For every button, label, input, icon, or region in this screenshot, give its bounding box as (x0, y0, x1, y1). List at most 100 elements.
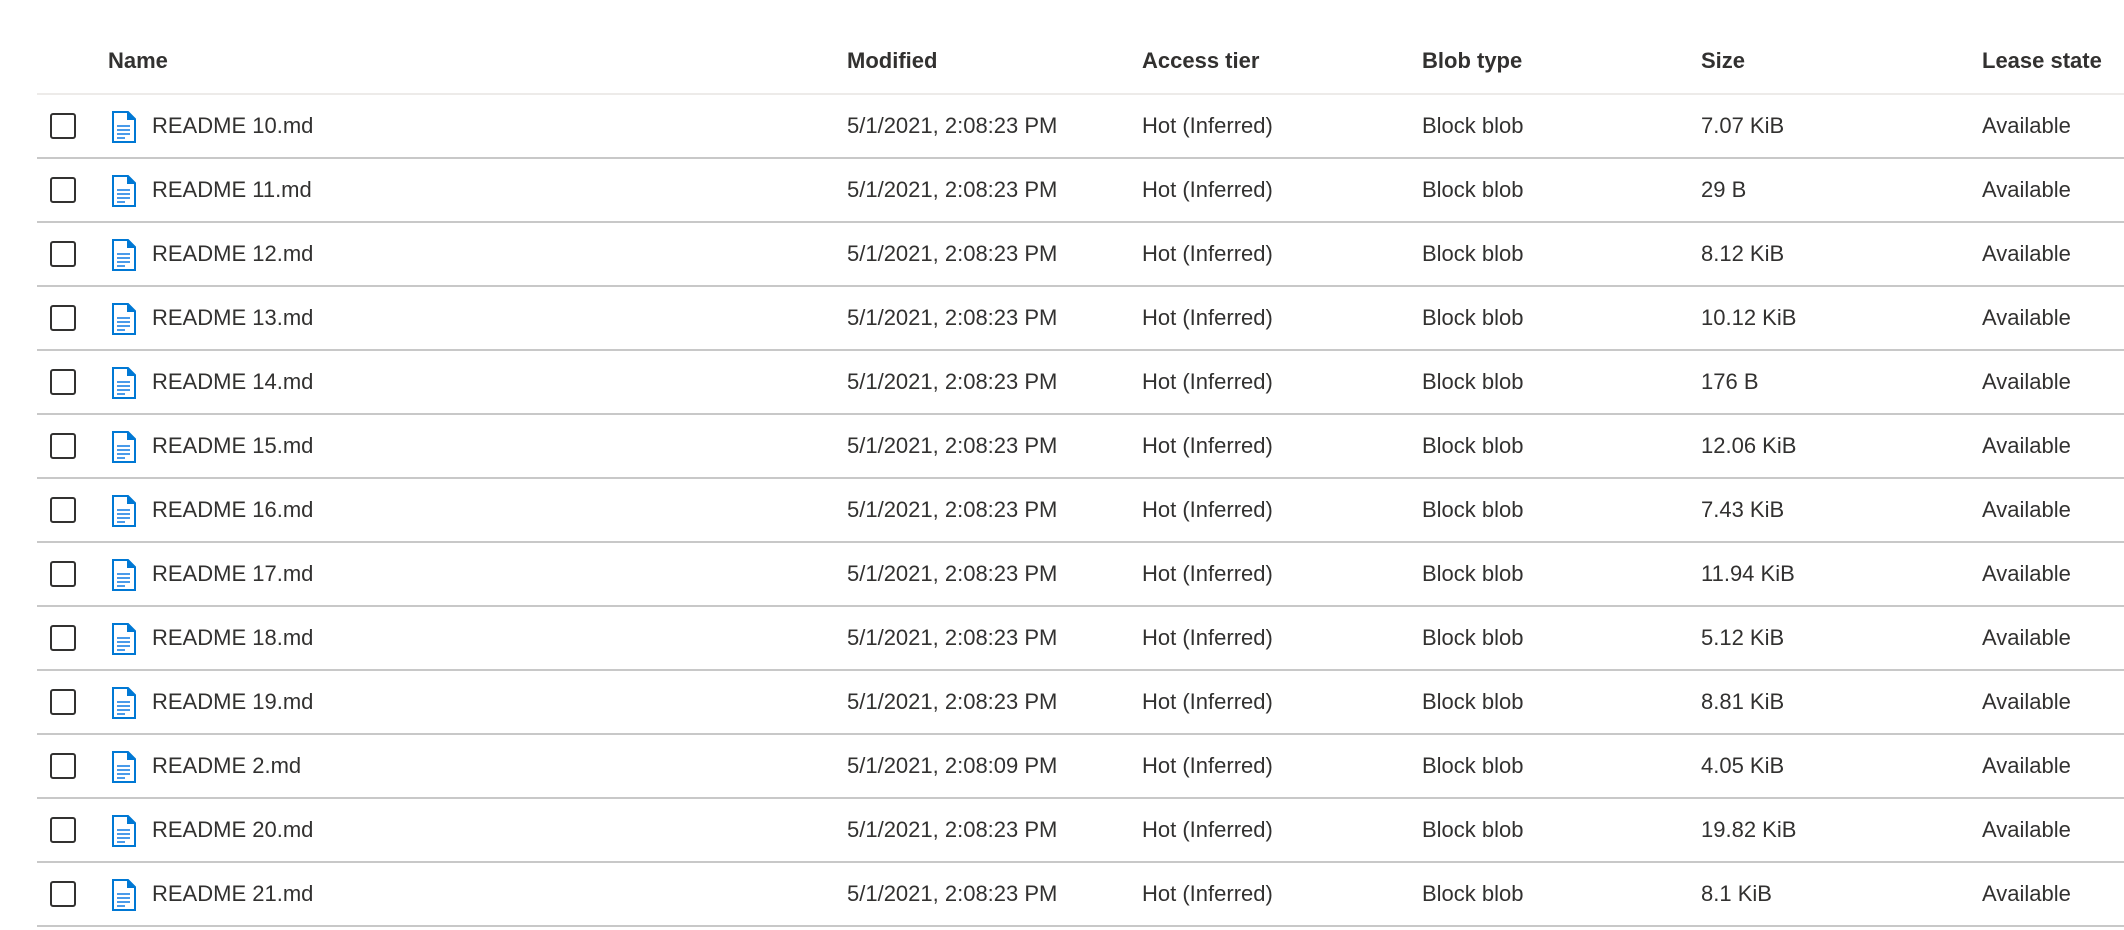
blob-name-link[interactable]: README 17.md (152, 561, 314, 586)
file-document-icon (111, 239, 137, 271)
blob-name-link[interactable]: README 11.md (152, 177, 312, 202)
lease-state-cell: Available (1982, 433, 2071, 458)
blob-type-cell: Block blob (1422, 433, 1524, 458)
lease-state-cell: Available (1982, 113, 2071, 138)
lease-state-cell: Available (1982, 561, 2071, 586)
modified-cell: 5/1/2021, 2:08:23 PM (847, 881, 1058, 906)
table-row[interactable]: README 13.md 5/1/2021, 2:08:23 PM Hot (Inf… (37, 287, 2124, 351)
modified-cell: 5/1/2021, 2:08:23 PM (847, 817, 1058, 842)
file-document-icon (111, 431, 137, 463)
row-checkbox[interactable] (50, 817, 76, 843)
row-checkbox[interactable] (50, 305, 76, 331)
size-cell: 4.05 KiB (1701, 753, 1785, 778)
blob-name-link[interactable]: README 10.md (152, 113, 314, 138)
table-row[interactable]: README 11.md 5/1/2021, 2:08:23 PM Hot (Inf… (37, 159, 2124, 223)
modified-cell: 5/1/2021, 2:08:23 PM (847, 689, 1058, 714)
table-row[interactable]: README 14.md 5/1/2021, 2:08:23 PM Hot (Inf… (37, 351, 2124, 415)
row-checkbox[interactable] (50, 881, 76, 907)
access-tier-cell: Hot (Inferred) (1142, 497, 1273, 522)
row-checkbox[interactable] (50, 753, 76, 779)
blob-name-link[interactable]: README 15.md (152, 433, 314, 458)
blob-type-cell: Block blob (1422, 753, 1524, 778)
row-checkbox[interactable] (50, 689, 76, 715)
table-body: README 10.md 5/1/2021, 2:08:23 PM Hot (Inf… (37, 95, 2124, 927)
modified-cell: 5/1/2021, 2:08:23 PM (847, 369, 1058, 394)
column-header-size[interactable]: Size (1701, 47, 1746, 73)
table-row[interactable]: README 19.md 5/1/2021, 2:08:23 PM Hot (Inf… (37, 671, 2124, 735)
file-document-icon (111, 879, 137, 911)
column-header-lease-state[interactable]: Lease state (1982, 47, 2102, 73)
lease-state-cell: Available (1982, 817, 2071, 842)
lease-state-cell: Available (1982, 881, 2071, 906)
table-row[interactable]: README 20.md 5/1/2021, 2:08:23 PM Hot (Inf… (37, 799, 2124, 863)
blob-type-cell: Block blob (1422, 113, 1524, 138)
access-tier-cell: Hot (Inferred) (1142, 305, 1273, 330)
blob-list-table: Name Modified Access tier Blob type Size… (37, 0, 2124, 927)
access-tier-cell: Hot (Inferred) (1142, 753, 1273, 778)
table-header: Name Modified Access tier Blob type Size… (37, 0, 2124, 95)
lease-state-cell: Available (1982, 753, 2071, 778)
table-row[interactable]: README 15.md 5/1/2021, 2:08:23 PM Hot (Inf… (37, 415, 2124, 479)
lease-state-cell: Available (1982, 177, 2071, 202)
column-header-name[interactable]: Name (108, 47, 168, 73)
blob-name-link[interactable]: README 16.md (152, 497, 314, 522)
access-tier-cell: Hot (Inferred) (1142, 113, 1273, 138)
lease-state-cell: Available (1982, 241, 2071, 266)
file-document-icon (111, 559, 137, 591)
table-row[interactable]: README 18.md 5/1/2021, 2:08:23 PM Hot (Inf… (37, 607, 2124, 671)
table-row[interactable]: README 12.md 5/1/2021, 2:08:23 PM Hot (Inf… (37, 223, 2124, 287)
row-checkbox[interactable] (50, 497, 76, 523)
lease-state-cell: Available (1982, 625, 2071, 650)
column-header-modified[interactable]: Modified (847, 47, 938, 73)
size-cell: 5.12 KiB (1701, 625, 1785, 650)
size-cell: 11.94 KiB (1701, 561, 1795, 586)
size-cell: 8.81 KiB (1701, 689, 1785, 714)
row-checkbox[interactable] (50, 561, 76, 587)
modified-cell: 5/1/2021, 2:08:09 PM (847, 753, 1058, 778)
blob-name-link[interactable]: README 21.md (152, 881, 314, 906)
row-checkbox[interactable] (50, 113, 76, 139)
row-checkbox[interactable] (50, 625, 76, 651)
blob-name-link[interactable]: README 2.md (152, 753, 302, 778)
file-document-icon (111, 303, 137, 335)
blob-type-cell: Block blob (1422, 241, 1524, 266)
access-tier-cell: Hot (Inferred) (1142, 817, 1273, 842)
blob-name-link[interactable]: README 14.md (152, 369, 314, 394)
file-document-icon (111, 751, 137, 783)
blob-type-cell: Block blob (1422, 817, 1524, 842)
blob-name-link[interactable]: README 20.md (152, 817, 314, 842)
size-cell: 19.82 KiB (1701, 817, 1797, 842)
blob-type-cell: Block blob (1422, 497, 1524, 522)
blob-name-link[interactable]: README 12.md (152, 241, 314, 266)
blob-type-cell: Block blob (1422, 881, 1524, 906)
table-row[interactable]: README 21.md 5/1/2021, 2:08:23 PM Hot (Inf… (37, 863, 2124, 927)
blob-name-link[interactable]: README 18.md (152, 625, 314, 650)
table-row[interactable]: README 10.md 5/1/2021, 2:08:23 PM Hot (Inf… (37, 95, 2124, 159)
size-cell: 7.07 KiB (1701, 113, 1785, 138)
column-header-access-tier[interactable]: Access tier (1142, 47, 1260, 73)
table-row[interactable]: README 2.md 5/1/2021, 2:08:09 PM Hot (Infe… (37, 735, 2124, 799)
table-row[interactable]: README 17.md 5/1/2021, 2:08:23 PM Hot (Inf… (37, 543, 2124, 607)
size-cell: 10.12 KiB (1701, 305, 1797, 330)
row-checkbox[interactable] (50, 241, 76, 267)
column-header-blob-type[interactable]: Blob type (1422, 47, 1523, 73)
file-document-icon (111, 495, 137, 527)
blob-type-cell: Block blob (1422, 689, 1524, 714)
access-tier-cell: Hot (Inferred) (1142, 561, 1273, 586)
blob-name-link[interactable]: README 19.md (152, 689, 314, 714)
row-checkbox[interactable] (50, 369, 76, 395)
row-checkbox[interactable] (50, 433, 76, 459)
lease-state-cell: Available (1982, 305, 2071, 330)
blob-name-link[interactable]: README 13.md (152, 305, 314, 330)
blob-type-cell: Block blob (1422, 369, 1524, 394)
file-document-icon (111, 111, 137, 143)
file-document-icon (111, 175, 137, 207)
lease-state-cell: Available (1982, 369, 2071, 394)
table-row[interactable]: README 16.md 5/1/2021, 2:08:23 PM Hot (Inf… (37, 479, 2124, 543)
access-tier-cell: Hot (Inferred) (1142, 881, 1273, 906)
lease-state-cell: Available (1982, 497, 2071, 522)
access-tier-cell: Hot (Inferred) (1142, 433, 1273, 458)
row-checkbox[interactable] (50, 177, 76, 203)
file-document-icon (111, 687, 137, 719)
modified-cell: 5/1/2021, 2:08:23 PM (847, 625, 1058, 650)
